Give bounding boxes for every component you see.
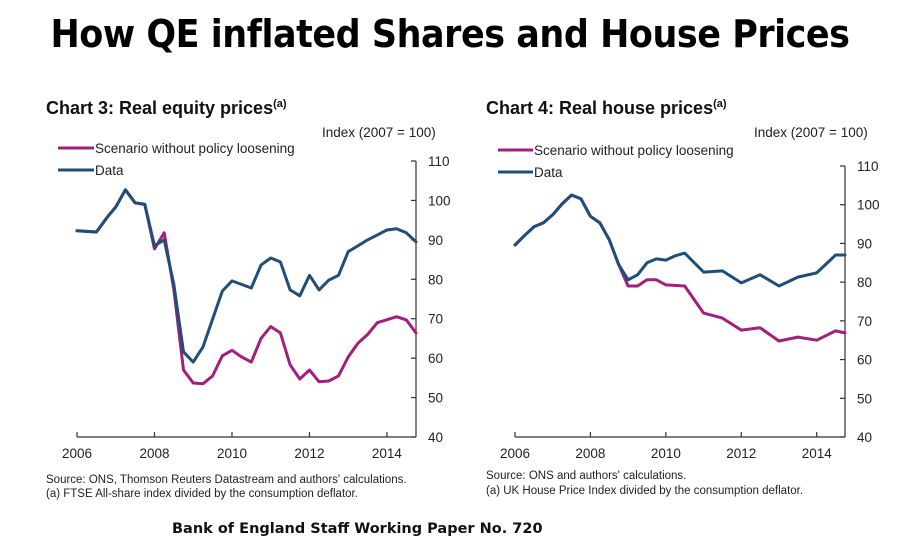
x-tick-label: 2008 (139, 446, 169, 461)
legend-label-scenario: Scenario without policy loosening (534, 143, 734, 158)
x-tick-label: 2010 (651, 446, 681, 461)
x-tick-label: 2012 (726, 446, 756, 461)
y-tick-label: 60 (857, 353, 872, 368)
y-axis-unit-label: Index (2007 = 100) (322, 125, 436, 140)
y-tick-label: 60 (428, 351, 443, 366)
axes: 2006 2008 2010 2012 2014 40 50 60 70 80 90 100 110 (62, 154, 451, 461)
series-group (75, 188, 418, 386)
y-tick-label: 100 (857, 198, 880, 213)
y-tick-label: 110 (428, 154, 450, 169)
y-tick-label: 90 (857, 236, 872, 251)
x-tick-label: 2012 (294, 446, 324, 461)
series-line-data (513, 193, 847, 288)
axes: 2006 2008 2010 2012 2014 40 50 60 70 80 90 100 110 (500, 159, 880, 461)
x-tick-label: 2008 (575, 446, 605, 461)
legend: Scenario without policy loosening Data (498, 143, 734, 180)
y-tick-label: 80 (428, 272, 443, 287)
x-tick-label: 2006 (62, 446, 92, 461)
chart-title: Chart 4: Real house prices(a) (486, 98, 727, 118)
y-tick-label: 70 (857, 314, 872, 329)
y-tick-label: 70 (428, 312, 443, 327)
y-tick-label: 40 (428, 430, 443, 445)
source-note: Source: ONS, Thomson Reuters Datastream … (46, 474, 407, 486)
page-title: How QE inflated Shares and House Prices (50, 12, 850, 56)
series-line-scenario-without-policy-loosening (513, 193, 847, 343)
footer-citation: Bank of England Staff Working Paper No. … (172, 521, 543, 537)
y-tick-label: 50 (857, 391, 872, 406)
legend: Scenario without policy loosening Data (58, 141, 295, 178)
footnote: (a) UK House Price Index divided by the … (486, 485, 803, 497)
y-tick-label: 90 (428, 233, 443, 248)
x-tick-label: 2014 (802, 446, 833, 461)
legend-label-data: Data (95, 163, 124, 178)
source-note: Source: ONS and authors' calculations. (486, 470, 686, 482)
y-tick-label: 40 (857, 430, 872, 445)
y-tick-label: 80 (857, 275, 872, 290)
legend-label-scenario: Scenario without policy loosening (95, 141, 295, 156)
footnote: (a) FTSE All-share index divided by the … (46, 488, 358, 500)
x-tick-label: 2014 (372, 446, 403, 461)
y-axis-unit-label: Index (2007 = 100) (754, 125, 868, 140)
legend-label-data: Data (534, 165, 563, 180)
x-tick-label: 2006 (500, 446, 530, 461)
series-line-data (75, 188, 418, 364)
chart-title: Chart 3: Real equity prices(a) (46, 98, 287, 118)
y-tick-label: 110 (857, 159, 879, 174)
x-tick-label: 2010 (217, 446, 247, 461)
y-tick-label: 100 (428, 193, 451, 208)
y-tick-label: 50 (428, 391, 443, 406)
series-group (513, 193, 847, 343)
